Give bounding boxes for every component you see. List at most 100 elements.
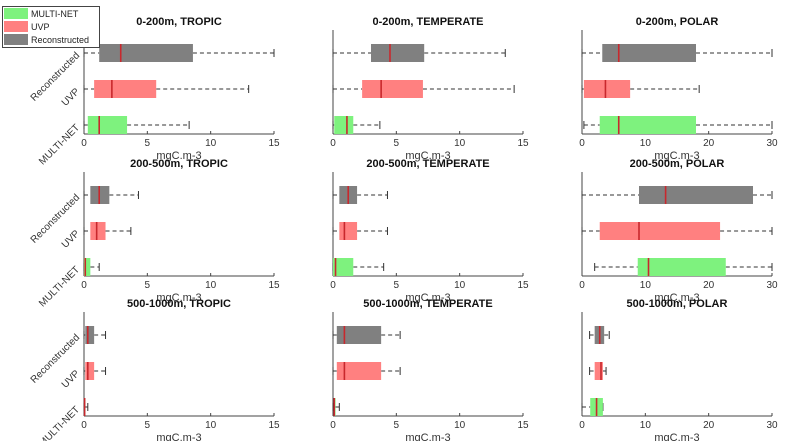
x-tick-label: 30: [766, 280, 778, 291]
box-uvp: [362, 80, 423, 98]
x-tick-label: 0: [330, 280, 336, 291]
chart-panel: 0-200m, POLAR 0 10 20 30 mgC.m-3: [579, 16, 778, 162]
x-tick-label: 10: [454, 138, 466, 149]
y-tick-label: UVP: [60, 86, 83, 109]
x-tick-label: 10: [640, 420, 652, 431]
x-axis-label: mgC.m-3: [156, 150, 201, 162]
x-tick-label: 30: [766, 420, 778, 431]
legend: MULTI-NET UVP Reconstructed: [2, 6, 100, 48]
legend-item-uvp: UVP: [3, 20, 99, 33]
x-tick-label: 10: [640, 280, 652, 291]
x-tick-label: 0: [579, 420, 585, 431]
box-reconstructed: [371, 44, 425, 62]
box-reconstructed: [639, 186, 753, 204]
chart-panel: 0-200m, TEMPERATE 0 5 10 15 mgC.m-3: [330, 16, 529, 162]
x-axis-label: mgC.m-3: [405, 432, 450, 441]
x-tick-label: 0: [579, 138, 585, 149]
x-axis-label: mgC.m-3: [654, 150, 699, 162]
chart-title: 0-200m, POLAR: [636, 16, 719, 28]
box-uvp: [583, 80, 631, 98]
chart-title: 500-1000m, TROPIC: [127, 298, 231, 310]
box-uvp: [85, 362, 95, 380]
box-reconstructed: [602, 44, 696, 62]
chart-title: 200-500m, TEMPERATE: [366, 158, 489, 170]
x-tick-label: 5: [145, 280, 151, 291]
box-multi-net: [333, 258, 354, 276]
x-tick-label: 10: [454, 280, 466, 291]
x-tick-label: 20: [703, 280, 715, 291]
x-tick-label: 5: [145, 420, 151, 431]
box-uvp: [90, 222, 106, 240]
x-tick-label: 5: [145, 138, 151, 149]
box-multi-net: [84, 258, 91, 276]
x-tick-label: 20: [703, 420, 715, 431]
box-multi-net: [599, 116, 696, 134]
box-multi-net: [637, 258, 726, 276]
chart-title: 200-500m, POLAR: [630, 158, 725, 170]
x-tick-label: 10: [454, 420, 466, 431]
chart-panel: 500-1000m, TEMPERATE 0 5 10 15 mgC.m-3: [330, 298, 529, 441]
chart-panel: 200-500m, TROPIC 0 5 10 15 mgC.m-3 MULTI-NET UV…: [29, 158, 280, 309]
x-tick-label: 0: [579, 280, 585, 291]
legend-item-reconstructed: Reconstructed: [3, 33, 99, 46]
legend-label: Reconstructed: [31, 34, 90, 45]
chart-panel: 200-500m, TEMPERATE 0 5 10 15 mgC.m-3: [330, 158, 529, 304]
x-axis-label: mgC.m-3: [405, 150, 450, 162]
legend-swatch-multinet: [4, 8, 28, 19]
x-tick-label: 30: [766, 138, 778, 149]
legend-swatch-reconstructed: [4, 34, 28, 45]
x-tick-label: 0: [81, 138, 87, 149]
box-uvp: [599, 222, 721, 240]
legend-label: MULTI-NET: [31, 8, 79, 19]
x-tick-label: 5: [394, 138, 400, 149]
box-multi-net: [87, 116, 128, 134]
x-tick-label: 15: [268, 138, 280, 149]
legend-label: UVP: [31, 21, 50, 32]
x-axis-label: mgC.m-3: [654, 292, 699, 304]
x-axis-label: mgC.m-3: [654, 432, 699, 441]
chart-title: 200-500m, TROPIC: [130, 158, 228, 170]
y-tick-label: UVP: [60, 368, 83, 391]
y-tick-label: MULTI-NET: [37, 404, 82, 441]
box-uvp: [339, 222, 358, 240]
x-axis-label: mgC.m-3: [156, 432, 201, 441]
x-tick-label: 10: [205, 420, 217, 431]
x-tick-label: 0: [330, 138, 336, 149]
box-uvp: [94, 80, 157, 98]
x-axis-label: mgC.m-3: [405, 292, 450, 304]
x-tick-label: 15: [517, 138, 529, 149]
box-reconstructed: [85, 326, 95, 344]
x-tick-label: 0: [81, 280, 87, 291]
chart-title: 0-200m, TROPIC: [136, 16, 222, 28]
x-tick-label: 15: [517, 280, 529, 291]
box-uvp: [594, 362, 603, 380]
x-tick-label: 0: [330, 420, 336, 431]
y-tick-label: MULTI-NET: [37, 264, 82, 309]
x-tick-label: 15: [268, 280, 280, 291]
x-tick-label: 20: [703, 138, 715, 149]
x-tick-label: 0: [81, 420, 87, 431]
x-tick-label: 5: [394, 420, 400, 431]
chart-title: 500-1000m, TEMPERATE: [363, 298, 492, 310]
box-reconstructed: [336, 326, 382, 344]
x-tick-label: 10: [640, 138, 652, 149]
x-tick-label: 15: [517, 420, 529, 431]
legend-item-multinet: MULTI-NET: [3, 7, 99, 20]
box-multi-net: [334, 116, 354, 134]
x-tick-label: 15: [268, 420, 280, 431]
chart-panel: 500-1000m, TROPIC 0 5 10 15 mgC.m-3 MULTI-NET U…: [29, 298, 280, 441]
legend-swatch-uvp: [4, 21, 28, 32]
chart-panel: 500-1000m, POLAR 0 10 20 30 mgC.m-3: [579, 298, 778, 441]
chart-panel: 200-500m, POLAR 0 10 20 30 mgC.m-3: [579, 158, 778, 304]
x-tick-label: 5: [394, 280, 400, 291]
box-reconstructed: [99, 44, 193, 62]
y-tick-label: MULTI-NET: [37, 122, 82, 167]
box-uvp: [336, 362, 382, 380]
y-tick-label: UVP: [60, 228, 83, 251]
chart-title: 0-200m, TEMPERATE: [372, 16, 483, 28]
x-tick-label: 10: [205, 138, 217, 149]
x-tick-label: 10: [205, 280, 217, 291]
x-axis-label: mgC.m-3: [156, 292, 201, 304]
chart-title: 500-1000m, POLAR: [627, 298, 728, 310]
